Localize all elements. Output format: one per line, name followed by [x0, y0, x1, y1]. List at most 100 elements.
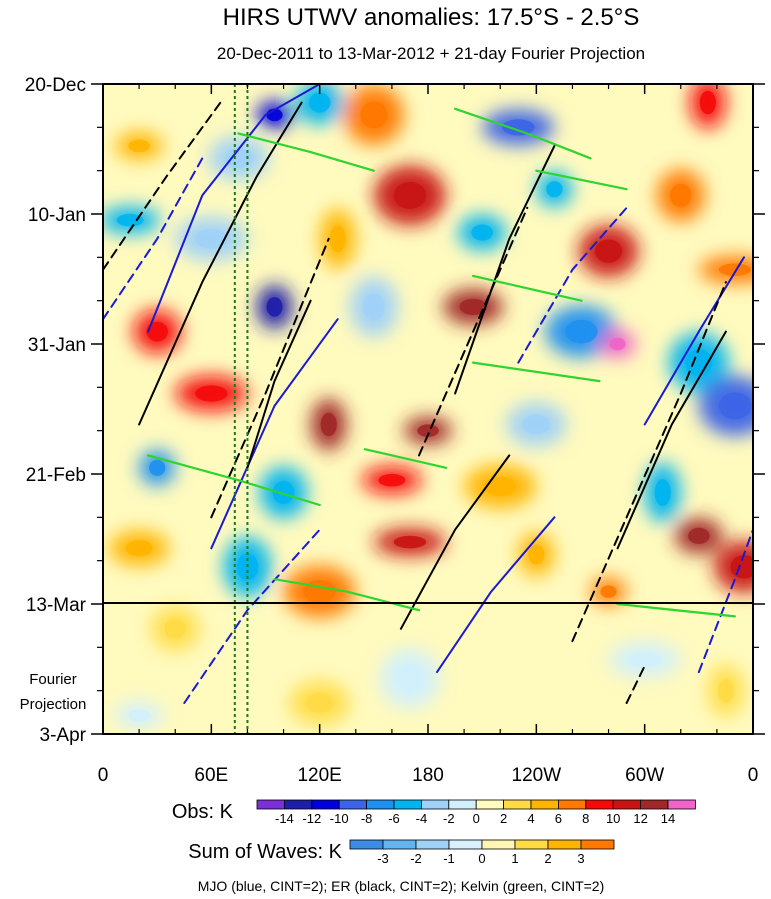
- colorbar-box: [420, 799, 450, 810]
- colorbar-level-label: -8: [361, 811, 373, 826]
- colorbar-box: [256, 799, 285, 810]
- mjo-contour: [436, 516, 556, 674]
- colorbar-level-label: 10: [606, 811, 620, 826]
- colorbar-box: [382, 839, 417, 850]
- anomaly-core: [685, 349, 713, 377]
- anomaly-core: [600, 585, 617, 598]
- er-contour: [616, 330, 727, 550]
- colorbar-box: [558, 799, 587, 810]
- colorbar-box: [338, 799, 368, 810]
- kelvin-contour: [535, 169, 628, 191]
- colorbar-level-label: 2: [500, 811, 507, 826]
- colorbar-level-label: 1: [511, 851, 518, 866]
- colorbar-level-label: -10: [330, 811, 349, 826]
- anomaly-core: [528, 544, 545, 565]
- mjo-contour: [517, 206, 628, 364]
- x-tick-label: 0: [748, 765, 759, 786]
- mjo-contour: [697, 528, 753, 674]
- anomaly-core: [116, 213, 144, 227]
- waves-colorbar-label: Sum of Waves: K: [188, 841, 342, 863]
- x-tick-label: 180: [412, 765, 444, 786]
- anomaly-core: [329, 225, 346, 253]
- er-contour: [454, 144, 556, 395]
- anomaly-core: [146, 321, 168, 342]
- colorbar-level-label: 12: [633, 811, 647, 826]
- anomaly-core: [529, 695, 562, 723]
- anomaly-core: [308, 92, 331, 113]
- anomaly-core: [459, 298, 487, 315]
- er-contour: [571, 281, 727, 643]
- colorbar-level-label: -1: [443, 851, 455, 866]
- colorbar-box: [514, 839, 549, 850]
- er-contour: [103, 101, 222, 271]
- colorbar-level-label: -2: [443, 811, 455, 826]
- er-contour: [138, 101, 303, 426]
- colorbar-box: [585, 799, 614, 810]
- x-tick-label: 120W: [512, 765, 562, 786]
- anomaly-core: [688, 527, 710, 545]
- colorbar-level-label: -4: [416, 811, 428, 826]
- y-tick-label: 20-Dec: [25, 75, 86, 96]
- anomaly-core: [224, 148, 252, 169]
- anomaly-core: [164, 618, 187, 639]
- mjo-contour: [210, 318, 339, 550]
- y-tick-label: 3-Apr: [40, 725, 87, 746]
- y-tick-label: 31-Jan: [28, 335, 86, 356]
- colorbar-box: [503, 799, 532, 810]
- colorbar-level-label: 4: [527, 811, 534, 826]
- anomaly-core: [718, 263, 752, 277]
- er-contour: [246, 299, 312, 469]
- y-tick-label: 21-Feb: [26, 465, 86, 486]
- anomaly-core: [272, 480, 295, 505]
- y-tick-label: 10-Jan: [28, 205, 86, 226]
- colorbar-box: [448, 839, 483, 850]
- x-tick-label: 60E: [194, 765, 228, 786]
- anomaly-core: [546, 181, 563, 198]
- colorbar-level-label: 3: [577, 851, 584, 866]
- er-contour: [418, 206, 529, 457]
- mjo-contour: [183, 528, 321, 704]
- colorbar-box: [580, 839, 615, 850]
- anomaly-core: [363, 293, 385, 321]
- colorbar-box: [393, 799, 422, 810]
- waves-colorbar: -3 -2 -1 0 1 2 3: [349, 839, 615, 866]
- colorbar-box: [640, 799, 669, 810]
- anomaly-core: [565, 319, 598, 344]
- anomaly-core: [128, 139, 150, 153]
- x-tick-label: 120E: [297, 765, 341, 786]
- x-tick-label: 0: [98, 765, 109, 786]
- anomaly-core: [628, 651, 661, 668]
- colorbar-level-label: 0: [473, 811, 480, 826]
- er-contour: [625, 664, 646, 704]
- colorbar-level-label: 8: [582, 811, 589, 826]
- anomaly-core: [303, 579, 336, 604]
- colorbar-level-label: 0: [478, 851, 485, 866]
- projection-label-line-2: Projection: [20, 696, 87, 713]
- kelvin-contour: [454, 107, 592, 160]
- colorbar-box: [415, 839, 450, 850]
- colorbar-level-label: -14: [275, 811, 294, 826]
- anomaly-core: [378, 473, 406, 487]
- anomaly-core: [484, 476, 517, 497]
- colorbar-box: [349, 839, 384, 850]
- anomaly-core: [149, 459, 166, 476]
- colorbar-level-label: -3: [377, 851, 389, 866]
- kelvin-contour: [472, 361, 601, 383]
- colorbar-level-label: 14: [661, 811, 675, 826]
- kelvin-contour: [237, 132, 375, 172]
- anomaly-core: [417, 424, 439, 437]
- colorbar-level-label: -12: [302, 811, 321, 826]
- obs-colorbar: -14 -12 -10 -8 -6 -4 -2 0 2 4 6 8 10 12 14: [256, 799, 696, 826]
- anomaly-core: [306, 693, 334, 713]
- colorbar-box: [448, 799, 477, 810]
- chart-subtitle: 20-Dec-2011 to 13-Mar-2012 + 21-day Four…: [217, 44, 645, 63]
- wave-contours: [103, 84, 753, 704]
- anomaly-core: [717, 678, 735, 703]
- colorbar-box: [547, 839, 582, 850]
- colorbar-level-label: -6: [388, 811, 400, 826]
- kelvin-contour: [472, 274, 583, 302]
- er-contour: [399, 454, 511, 630]
- anomaly-core: [718, 392, 752, 420]
- anomaly-core: [522, 414, 550, 435]
- anomaly-core: [699, 90, 716, 115]
